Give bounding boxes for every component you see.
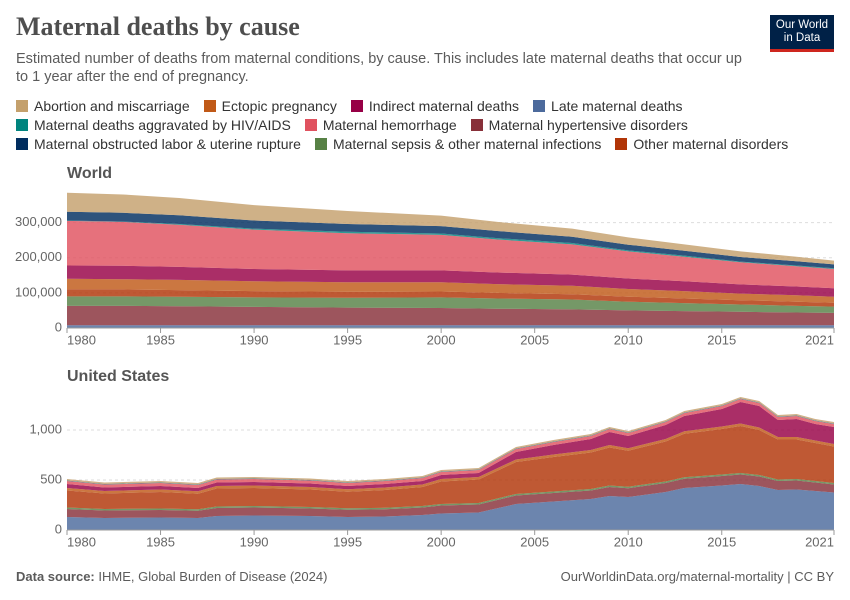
x-tick-label: 2015 <box>707 332 736 347</box>
legend-label: Late maternal deaths <box>551 98 683 114</box>
legend-label: Maternal hypertensive disorders <box>488 117 688 133</box>
legend-label: Maternal sepsis & other maternal infecti… <box>332 136 602 152</box>
x-tick-label: 2021 <box>805 534 834 549</box>
x-tick-label: 2015 <box>707 534 736 549</box>
legend-item: Abortion and miscarriage <box>16 98 190 114</box>
area: Maternal hypertensive disorders <box>67 474 834 518</box>
x-tick-label: 1985 <box>146 534 175 549</box>
legend-label: Maternal hemorrhage <box>322 117 457 133</box>
y-tick-label: 0 <box>55 319 62 334</box>
legend-label: Maternal obstructed labor & uterine rupt… <box>34 136 301 152</box>
legend-swatch <box>470 119 483 131</box>
y-tick-label: 1,000 <box>29 421 62 436</box>
legend-swatch <box>314 138 327 150</box>
legend-label: Ectopic pregnancy <box>221 98 337 114</box>
x-tick-label: 2005 <box>520 332 549 347</box>
legend-item: Late maternal deaths <box>533 98 683 114</box>
x-tick-label: 1985 <box>146 332 175 347</box>
title: Maternal deaths by cause <box>16 12 300 41</box>
legend-item: Maternal hypertensive disorders <box>470 117 688 133</box>
legend-label: Indirect maternal deaths <box>368 98 520 114</box>
y-tick-label: 100,000 <box>15 284 62 299</box>
legend: Abortion and miscarriage Ectopic pregnanc… <box>16 98 826 152</box>
logo[interactable]: Our World in Data <box>770 15 834 52</box>
legend-item: Indirect maternal deaths <box>350 98 520 114</box>
legend-item: Other maternal disorders <box>615 136 788 152</box>
legend-swatch <box>304 119 317 131</box>
area: Late maternal deaths <box>67 484 834 530</box>
legend-item: Ectopic pregnancy <box>203 98 337 114</box>
y-tick-label: 0 <box>55 521 62 536</box>
legend-swatch <box>16 138 28 150</box>
x-tick-label: 2010 <box>614 534 643 549</box>
legend-item: Maternal hemorrhage <box>304 117 457 133</box>
logo-line: Our World <box>775 19 829 31</box>
url[interactable]: OurWorldinData.org/maternal-mortality | … <box>560 569 834 584</box>
legend-swatch <box>16 100 28 112</box>
legend-swatch <box>203 100 216 112</box>
area <box>67 305 834 326</box>
legend-label: Other maternal disorders <box>633 136 789 152</box>
x-tick-label: 1995 <box>333 332 362 347</box>
area: Ectopic pregnancy <box>67 423 834 494</box>
area <box>67 325 834 328</box>
area <box>67 211 834 269</box>
x-tick-label: 1980 <box>67 534 96 549</box>
area <box>67 289 834 307</box>
x-tick-label: 1990 <box>240 534 269 549</box>
area <box>67 296 834 313</box>
legend-label: Abortion and miscarriage <box>34 98 190 114</box>
x-tick-label: 1990 <box>240 332 269 347</box>
x-tick-label: 1980 <box>67 332 96 347</box>
x-tick-label: 2000 <box>427 332 456 347</box>
y-tick-label: 300,000 <box>15 214 62 229</box>
source: Data source: IHME, Global Burden of Dise… <box>16 569 327 584</box>
area <box>67 278 834 303</box>
legend-item: Maternal obstructed labor & uterine rupt… <box>16 136 301 152</box>
chart-title: United States <box>67 368 169 385</box>
legend-item: Maternal deaths aggravated by HIV/AIDS <box>16 117 291 133</box>
y-tick-label: 200,000 <box>15 249 62 264</box>
area: Other maternal disorders <box>67 426 834 510</box>
legend-swatch <box>533 100 546 112</box>
x-tick-label: 2021 <box>805 332 834 347</box>
area: Indirect maternal deaths <box>67 402 834 492</box>
legend-label: Maternal deaths aggravated by HIV/AIDS <box>34 117 291 133</box>
subtitle: Estimated number of deaths from maternal… <box>16 51 742 85</box>
area <box>67 220 834 289</box>
legend-swatch <box>615 138 628 150</box>
source-label: Data source: <box>16 569 95 584</box>
area <box>67 265 834 297</box>
legend-swatch <box>16 119 28 131</box>
y-tick-label: 500 <box>40 471 62 486</box>
x-tick-label: 2000 <box>427 534 456 549</box>
x-tick-label: 1995 <box>333 534 362 549</box>
x-tick-label: 2005 <box>520 534 549 549</box>
legend-item: Maternal sepsis & other maternal infecti… <box>314 136 602 152</box>
logo-line: in Data <box>783 32 821 44</box>
legend-swatch <box>350 100 363 112</box>
chart-title: World <box>67 165 112 182</box>
footer: Data source: IHME, Global Burden of Dise… <box>16 569 834 584</box>
source-text: IHME, Global Burden of Disease (2024) <box>98 569 328 584</box>
x-tick-label: 2010 <box>614 332 643 347</box>
area <box>67 192 834 265</box>
